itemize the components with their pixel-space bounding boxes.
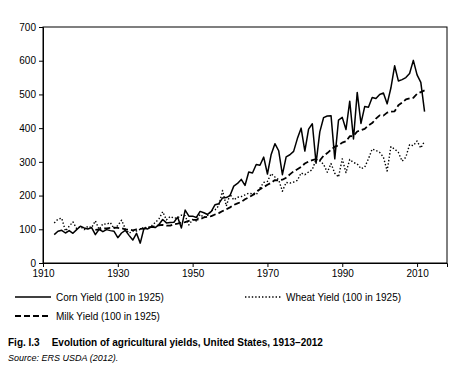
legend-item: Wheat Yield (100 in 1925) — [245, 292, 401, 303]
tick-label: 2010 — [406, 268, 429, 279]
legend-swatch — [15, 296, 51, 298]
tick-label: 1990 — [332, 268, 355, 279]
tick-label: 300 — [19, 157, 36, 168]
legend: Corn Yield (100 in 1925) Wheat Yield (100… — [15, 292, 401, 322]
legend-label: Corn Yield (100 in 1925) — [56, 292, 164, 303]
tick-label: 1930 — [107, 268, 130, 279]
tick-label: 500 — [19, 89, 36, 100]
tick: 1990 — [332, 263, 355, 279]
title: Evolution of agricultural yields, United… — [52, 337, 324, 348]
legend-label: Milk Yield (100 in 1925) — [56, 311, 160, 322]
plot-area — [54, 60, 424, 243]
tick: 300 — [19, 157, 43, 168]
tick-mark — [39, 263, 43, 264]
y-axis: 0 100 200 300 400 500 600 700 — [19, 22, 43, 269]
tick-label: 0 — [30, 258, 36, 269]
tick-label: 100 — [19, 224, 36, 235]
x-axis: 1910 1930 1950 1970 1990 2010 — [32, 263, 447, 279]
source-note: Source: ERS USDA (2012). — [8, 353, 118, 363]
legend-label: Wheat Yield (100 in 1925) — [286, 292, 401, 303]
series-line — [54, 141, 424, 233]
tick: 1930 — [107, 263, 130, 279]
tick: 0 — [30, 258, 43, 269]
tick-mark — [39, 94, 43, 95]
tick: 600 — [19, 55, 43, 66]
chart-svg: 1910 1930 1950 1970 1990 2010 0 100 200 300 400 500… — [0, 0, 455, 373]
axis-line — [44, 264, 448, 268]
tick-label: 1950 — [182, 268, 205, 279]
legend-item: Milk Yield (100 in 1925) — [15, 311, 160, 322]
background — [0, 0, 455, 373]
tick-mark — [39, 229, 43, 230]
tick-mark — [267, 263, 268, 267]
tick-label: 200 — [19, 190, 36, 201]
tick: 1970 — [257, 263, 280, 279]
tick: 100 — [19, 224, 43, 235]
tick-mark — [39, 128, 43, 129]
tick-label: 1970 — [257, 268, 280, 279]
tick: 400 — [19, 123, 43, 134]
tick-mark — [39, 61, 43, 62]
chart-container: 1910 1930 1950 1970 1990 2010 0 100 200 300 400 500… — [0, 0, 455, 373]
legend-swatch — [245, 296, 281, 297]
tick-mark — [342, 263, 343, 267]
tick-mark — [39, 196, 43, 197]
legend-item: Corn Yield (100 in 1925) — [15, 292, 164, 303]
tick-mark — [193, 263, 194, 267]
tick-mark — [39, 162, 43, 163]
tick: 1950 — [182, 263, 205, 279]
tick: 2010 — [406, 263, 429, 279]
series-line — [54, 60, 424, 243]
legend-swatch — [15, 315, 51, 317]
tick-mark — [417, 263, 418, 267]
tick-label: 1910 — [32, 268, 55, 279]
tick-mark — [39, 27, 43, 28]
tick: 200 — [19, 190, 43, 201]
tick: 700 — [19, 22, 43, 33]
tick-mark — [118, 263, 119, 267]
tick-label: 700 — [19, 22, 36, 33]
tick-label: 600 — [19, 55, 36, 66]
axis-line — [39, 28, 44, 264]
tick: 500 — [19, 89, 43, 100]
plot-frame — [43, 27, 447, 263]
figure-label: Fig. I.3 — [8, 337, 40, 348]
series-line — [95, 90, 424, 230]
tick-label: 400 — [19, 123, 36, 134]
